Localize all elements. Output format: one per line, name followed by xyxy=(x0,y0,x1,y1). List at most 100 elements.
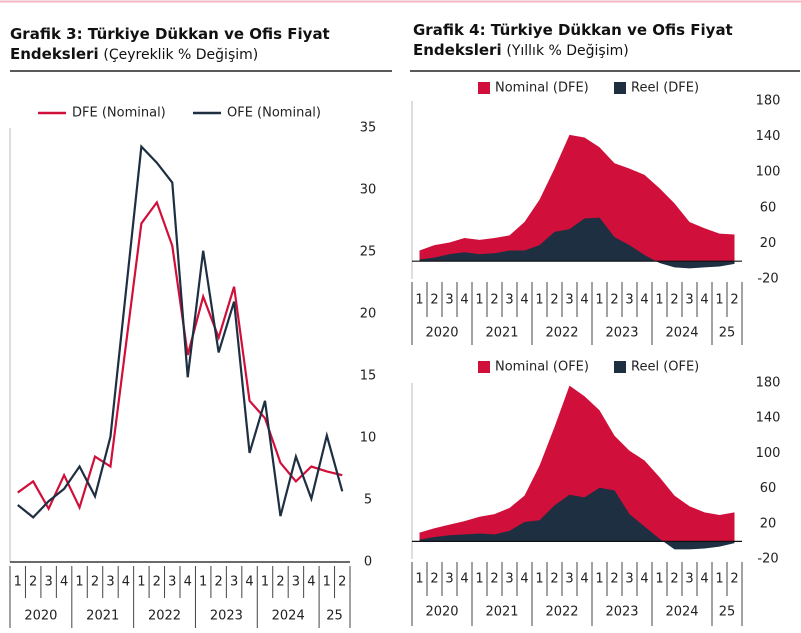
x-tick-label: 4 xyxy=(184,575,192,590)
x-tick-label: 3 xyxy=(685,293,693,308)
group-label: 2020 xyxy=(24,609,57,624)
x-tick-label: 1 xyxy=(14,575,22,590)
x-tick-label: 2 xyxy=(29,575,37,590)
x-tick-label: 1 xyxy=(475,293,483,308)
x-tick-label: 3 xyxy=(565,572,573,587)
x-tick-label: 3 xyxy=(292,575,300,590)
legend-swatch xyxy=(478,361,490,373)
y-tick-label: 25 xyxy=(360,245,377,260)
line-series xyxy=(17,200,343,512)
x-tick-label: 2 xyxy=(670,572,678,587)
group-label: 2024 xyxy=(665,326,698,341)
x-tick-label: 4 xyxy=(307,575,315,590)
x-tick-label: 1 xyxy=(655,293,663,308)
y-tick-label: 60 xyxy=(760,481,777,496)
legend-label: Nominal (DFE) xyxy=(495,81,589,96)
group-label: 2022 xyxy=(545,326,578,341)
x-tick-label: 4 xyxy=(520,572,528,587)
chart-subtitle: (Çeyreklik % Değişim) xyxy=(103,47,259,63)
x-tick-label: 4 xyxy=(580,293,588,308)
x-tick-label: 2 xyxy=(730,293,738,308)
chart-subtitle: (Yıllık % Değişim) xyxy=(506,43,629,59)
y-tick-label: 5 xyxy=(364,493,372,508)
x-tick-label: 1 xyxy=(655,572,663,587)
area-series xyxy=(419,134,735,262)
y-tick-label: 180 xyxy=(756,94,781,109)
y-tick-label: 0 xyxy=(364,555,372,570)
x-tick-label: 4 xyxy=(460,572,468,587)
group-label: 2021 xyxy=(485,326,518,341)
x-tick-label: 1 xyxy=(75,575,83,590)
group-label: 2021 xyxy=(485,605,518,620)
x-tick-label: 3 xyxy=(565,293,573,308)
y-tick-label: -20 xyxy=(757,272,778,287)
x-tick-label: 1 xyxy=(475,572,483,587)
x-tick-label: 3 xyxy=(685,572,693,587)
legend-label: Nominal (OFE) xyxy=(495,360,589,375)
area-series xyxy=(419,217,735,269)
group-label: 2021 xyxy=(86,609,119,624)
x-tick-label: 4 xyxy=(460,293,468,308)
chart-title: Grafik 4: Türkiye Dükkan ve Ofis Fiyat E… xyxy=(413,21,733,59)
group-label: 2020 xyxy=(425,605,458,620)
x-tick-label: 2 xyxy=(430,293,438,308)
x-tick-label: 4 xyxy=(580,572,588,587)
legend-label: Reel (DFE) xyxy=(631,81,699,96)
x-tick-label: 1 xyxy=(715,293,723,308)
x-tick-label: 3 xyxy=(445,572,453,587)
x-tick-label: 2 xyxy=(338,575,346,590)
x-tick-label: 1 xyxy=(535,293,543,308)
x-tick-label: 2 xyxy=(214,575,222,590)
x-tick-label: 4 xyxy=(700,293,708,308)
line-series xyxy=(17,144,344,519)
x-tick-label: 1 xyxy=(199,575,207,590)
group-label: 2024 xyxy=(272,609,305,624)
legend-swatch xyxy=(478,82,490,94)
y-tick-label: 100 xyxy=(756,446,781,461)
x-tick-label: 3 xyxy=(505,293,513,308)
y-tick-label: 100 xyxy=(756,165,781,180)
x-tick-label: 2 xyxy=(153,575,161,590)
x-tick-label: 2 xyxy=(610,572,618,587)
group-label: 2023 xyxy=(605,326,638,341)
group-label: 25 xyxy=(326,609,343,624)
legend-swatch xyxy=(614,361,626,373)
x-tick-label: 2 xyxy=(91,575,99,590)
y-tick-label: 30 xyxy=(360,183,377,198)
y-tick-label: 180 xyxy=(756,376,781,391)
x-tick-label: 2 xyxy=(670,293,678,308)
group-label: 2023 xyxy=(210,609,243,624)
legend-label: Reel (OFE) xyxy=(631,360,699,375)
y-tick-label: 140 xyxy=(756,411,781,426)
chart-title-block: Grafik 3: Türkiye Dükkan ve Ofis Fiyat E… xyxy=(10,24,355,65)
x-tick-label: 1 xyxy=(715,572,723,587)
x-tick-label: 1 xyxy=(137,575,145,590)
x-tick-label: 3 xyxy=(625,572,633,587)
group-label: 25 xyxy=(719,326,736,341)
y-tick-label: 35 xyxy=(360,121,377,136)
x-tick-label: 4 xyxy=(60,575,68,590)
legend-label: DFE (Nominal) xyxy=(72,106,166,121)
x-tick-label: 1 xyxy=(415,293,423,308)
x-tick-label: 3 xyxy=(625,293,633,308)
x-tick-label: 4 xyxy=(245,575,253,590)
x-tick-label: 1 xyxy=(535,572,543,587)
x-tick-label: 4 xyxy=(520,293,528,308)
x-tick-label: 2 xyxy=(550,572,558,587)
legend-swatch xyxy=(614,82,626,94)
group-label: 2022 xyxy=(148,609,181,624)
x-tick-label: 1 xyxy=(595,572,603,587)
y-tick-label: 15 xyxy=(360,369,377,384)
group-label: 2022 xyxy=(545,605,578,620)
x-tick-label: 3 xyxy=(505,572,513,587)
x-tick-label: 2 xyxy=(610,293,618,308)
x-tick-label: 4 xyxy=(640,293,648,308)
x-tick-label: 3 xyxy=(230,575,238,590)
chart-title: Grafik 3: Türkiye Dükkan ve Ofis Fiyat E… xyxy=(10,25,330,63)
x-tick-label: 3 xyxy=(106,575,114,590)
group-label: 2020 xyxy=(425,326,458,341)
x-tick-label: 3 xyxy=(168,575,176,590)
y-tick-label: -20 xyxy=(757,552,778,567)
